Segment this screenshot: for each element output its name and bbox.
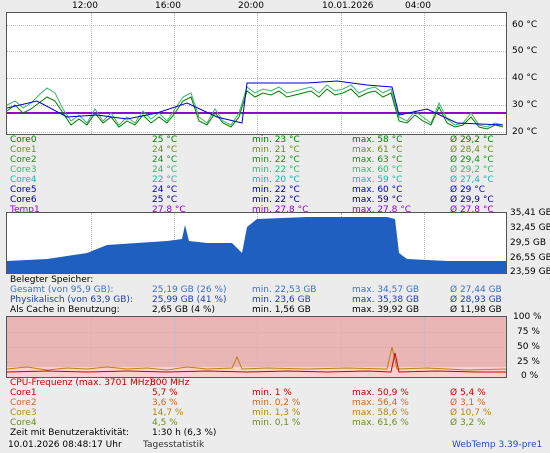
time-label: 12:00 (72, 1, 98, 11)
memory-graph (6, 212, 507, 274)
tagesstatistik-link[interactable]: Tagesstatistik (143, 440, 205, 450)
temperature-lines (7, 80, 506, 130)
y-tick: 32,45 GB (510, 223, 550, 233)
y-tick: 23,59 GB (510, 267, 550, 277)
y-tick: 60 °C (512, 20, 538, 30)
y-tick: 50 °C (512, 46, 538, 56)
cpu-lines (7, 346, 506, 377)
y-tick: 100 % (513, 312, 542, 322)
y-tick: 0 % (521, 371, 539, 381)
y-tick: 20 °C (512, 127, 538, 137)
y-tick: 40 °C (512, 73, 538, 83)
memory-area (7, 217, 506, 273)
core-line (7, 352, 506, 373)
y-tick: 29,5 GB (510, 238, 547, 248)
core-line (7, 88, 504, 130)
time-label: 10.01.2026 (322, 1, 374, 11)
temperature-graph (6, 12, 507, 135)
memory-title: Belegter Speicher: (10, 275, 94, 285)
y-tick: 25 % (517, 357, 540, 367)
y-tick: 26,55 GB (510, 253, 550, 263)
memory-fill (7, 217, 506, 273)
y-tick: 30 °C (512, 100, 538, 110)
core-line (7, 346, 506, 371)
time-label: 20:00 (238, 1, 264, 11)
y-tick: 50 % (517, 342, 540, 352)
footer-datetime: 10.01.2026 08:48:17 Uhr (8, 440, 122, 450)
core-line (7, 84, 504, 128)
time-label: 16:00 (155, 1, 181, 11)
core-line (7, 80, 504, 126)
time-label: 04:00 (405, 1, 431, 11)
y-tick: 35,41 GB (510, 208, 550, 218)
version-label: WebTemp 3.39-pre1 (452, 440, 543, 450)
cpu-graph (6, 316, 507, 378)
y-tick: 75 % (517, 327, 540, 337)
